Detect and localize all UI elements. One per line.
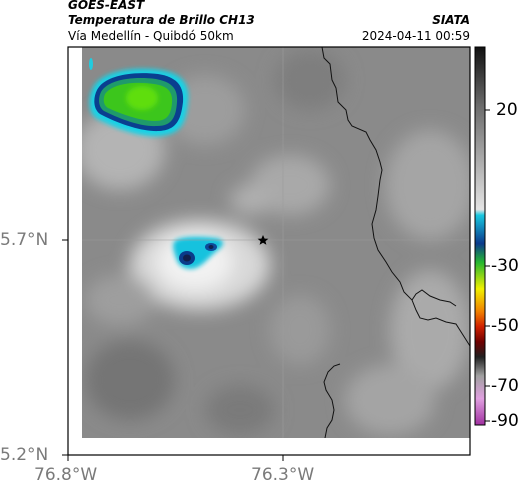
star-icon: [257, 235, 269, 245]
org-label: SIATA: [432, 13, 470, 27]
x-tick-label-76.8: 76.8°W: [34, 465, 98, 485]
colorbar-label-minus50: -50: [491, 316, 519, 336]
map-frame: [67, 46, 471, 456]
colorbar-label-minus70: -70: [491, 376, 519, 396]
route-subtitle: Vía Medellín - Quibdó 50km: [68, 29, 234, 43]
timestamp: 2024-04-11 00:59: [361, 29, 470, 43]
cold-cloud-center: [173, 236, 224, 269]
boundary-south: [323, 363, 341, 438]
x-tick-label-76.3: 76.3°W: [251, 465, 315, 485]
colorbar-label-minus30: -30: [491, 256, 519, 276]
colorbar-label-20: 20: [496, 100, 518, 120]
colorbar: [474, 46, 486, 426]
boundary-east: [321, 47, 470, 347]
colorbar-label-minus90: -90: [491, 411, 519, 431]
satellite-title: GOES-EAST: [68, 0, 145, 12]
y-tick-label-5.7: 5.7°N: [0, 230, 49, 250]
product-title: Temperatura de Brillo CH13: [68, 13, 255, 27]
cold-cloud-top-left: [89, 58, 189, 137]
colorbar-ticks: [485, 109, 490, 422]
imagery-layer: [82, 47, 470, 438]
boundary-east-branch: [411, 289, 457, 307]
y-tick-label-5.2: 5.2°N: [0, 445, 49, 465]
